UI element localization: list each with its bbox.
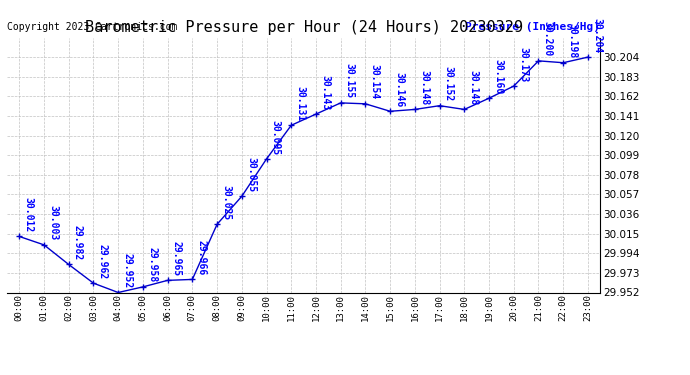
- Text: 30.148: 30.148: [419, 70, 429, 105]
- Text: Pressure (Inches/Hg): Pressure (Inches/Hg): [465, 22, 600, 32]
- Text: 29.966: 29.966: [197, 240, 206, 275]
- Text: 30.003: 30.003: [48, 206, 58, 241]
- Text: 30.173: 30.173: [518, 46, 528, 82]
- Text: 29.982: 29.982: [73, 225, 83, 260]
- Text: 29.958: 29.958: [147, 248, 157, 283]
- Text: 30.154: 30.154: [370, 64, 380, 100]
- Text: 29.965: 29.965: [172, 241, 181, 276]
- Text: 29.962: 29.962: [97, 244, 108, 279]
- Title: Barometric Pressure per Hour (24 Hours) 20230329: Barometric Pressure per Hour (24 Hours) …: [85, 20, 522, 35]
- Text: 30.143: 30.143: [320, 75, 330, 110]
- Text: 30.025: 30.025: [221, 185, 231, 220]
- Text: 30.155: 30.155: [345, 63, 355, 99]
- Text: 29.952: 29.952: [122, 253, 132, 288]
- Text: 30.152: 30.152: [444, 66, 454, 102]
- Text: 30.146: 30.146: [394, 72, 404, 107]
- Text: 30.198: 30.198: [567, 23, 578, 58]
- Text: 30.148: 30.148: [469, 70, 478, 105]
- Text: 30.055: 30.055: [246, 157, 256, 192]
- Text: 30.200: 30.200: [542, 21, 553, 57]
- Text: 30.095: 30.095: [270, 120, 281, 155]
- Text: 30.131: 30.131: [295, 86, 306, 121]
- Text: 30.160: 30.160: [493, 59, 503, 94]
- Text: 30.204: 30.204: [592, 18, 602, 53]
- Text: 30.012: 30.012: [23, 197, 33, 232]
- Text: Copyright 2023 Cartronics.com: Copyright 2023 Cartronics.com: [7, 22, 177, 32]
